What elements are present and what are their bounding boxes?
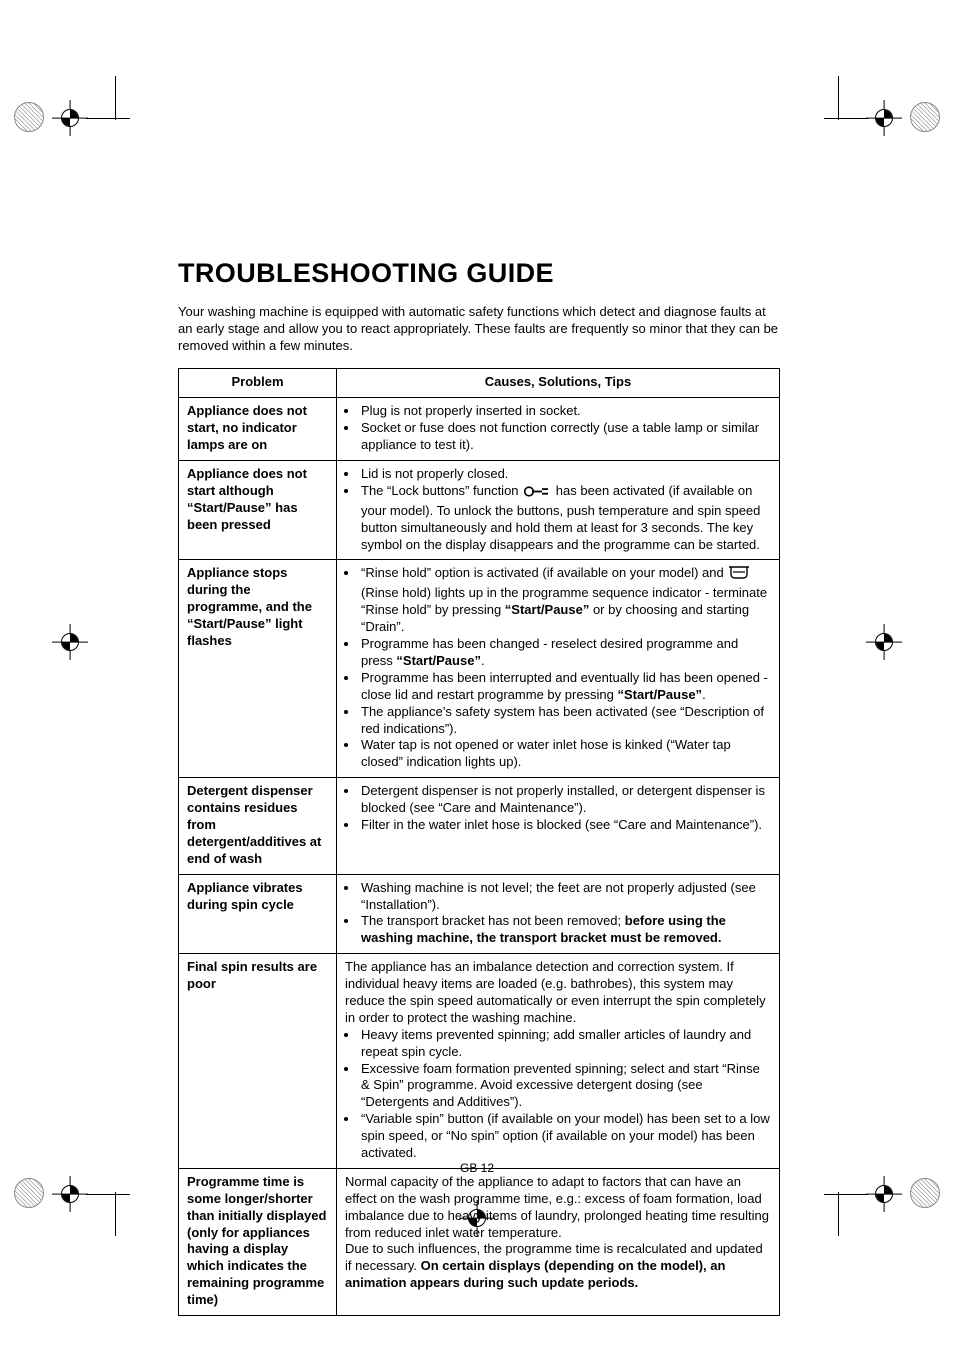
intro-paragraph: Your washing machine is equipped with au…: [178, 303, 780, 354]
rinse-hold-icon: [729, 565, 749, 585]
registration-crosshair: [866, 100, 902, 136]
solution-list: Plug is not properly inserted in socket.…: [345, 403, 771, 454]
solution-list-item: The transport bracket has not been remov…: [359, 913, 771, 947]
registration-disc: [910, 1178, 940, 1208]
table-row: Detergent dispenser contains residues fr…: [179, 778, 780, 874]
crop-line: [115, 76, 116, 120]
table-row: Appliance vibrates during spin cycle Wash…: [179, 874, 780, 954]
problem-cell: Appliance vibrates during spin cycle: [179, 874, 337, 954]
crop-line: [838, 76, 839, 120]
solution-list-item: Programme has been interrupted and event…: [359, 670, 771, 704]
manual-page: TROUBLESHOOTING GUIDE Your washing machi…: [0, 0, 954, 1351]
table-row: Appliance stops during the programme, an…: [179, 560, 780, 778]
registration-disc: [14, 1178, 44, 1208]
solution-lead: Normal capacity of the appliance to adap…: [345, 1174, 771, 1292]
registration-crosshair: [52, 100, 88, 136]
page-number: GB 12: [0, 1161, 954, 1175]
registration-disc: [910, 102, 940, 132]
problem-cell: Detergent dispenser contains residues fr…: [179, 778, 337, 874]
solution-list-item: Lid is not properly closed.: [359, 466, 771, 483]
column-header-problem: Problem: [179, 369, 337, 398]
problem-cell: Appliance stops during the programme, an…: [179, 560, 337, 778]
solution-list-item: The appliance’s safety system has been a…: [359, 704, 771, 738]
registration-disc: [14, 102, 44, 132]
solution-list-item: The “Lock buttons” function has been act…: [359, 483, 771, 554]
solution-list: Detergent dispenser is not properly inst…: [345, 783, 771, 834]
solution-cell: Washing machine is not level; the feet a…: [337, 874, 780, 954]
solution-list: Lid is not properly closed.The “Lock but…: [345, 466, 771, 553]
problem-cell: Programme time is some longer/shorter th…: [179, 1168, 337, 1315]
table-header-row: Problem Causes, Solutions, Tips: [179, 369, 780, 398]
solution-list-item: Filter in the water inlet hose is blocke…: [359, 817, 771, 834]
solution-list-item: Programme has been changed - reselect de…: [359, 636, 771, 670]
solution-list-item: Plug is not properly inserted in socket.: [359, 403, 771, 420]
solution-cell: Plug is not properly inserted in socket.…: [337, 398, 780, 461]
crop-line: [115, 1192, 116, 1236]
solution-lead: The appliance has an imbalance detection…: [345, 959, 771, 1027]
solution-cell: Normal capacity of the appliance to adap…: [337, 1168, 780, 1315]
solution-cell: The appliance has an imbalance detection…: [337, 954, 780, 1169]
crop-line: [86, 118, 130, 119]
table-row: Appliance does not start, no indicator l…: [179, 398, 780, 461]
solution-list-item: Water tap is not opened or water inlet h…: [359, 737, 771, 771]
solution-list: Washing machine is not level; the feet a…: [345, 880, 771, 948]
registration-crosshair: [52, 1176, 88, 1212]
solution-cell: Detergent dispenser is not properly inst…: [337, 778, 780, 874]
solution-list-item: Heavy items prevented spinning; add smal…: [359, 1027, 771, 1061]
problem-cell: Appliance does not start although “Start…: [179, 461, 337, 560]
registration-crosshair: [866, 624, 902, 660]
solution-list-item: Detergent dispenser is not properly inst…: [359, 783, 771, 817]
problem-cell: Appliance does not start, no indicator l…: [179, 398, 337, 461]
solution-list-item: “Rinse hold” option is activated (if ava…: [359, 565, 771, 636]
solution-list-item: Socket or fuse does not function correct…: [359, 420, 771, 454]
column-header-solution: Causes, Solutions, Tips: [337, 369, 780, 398]
table-row: Appliance does not start although “Start…: [179, 461, 780, 560]
solution-list-item: Washing machine is not level; the feet a…: [359, 880, 771, 914]
solution-list: “Rinse hold” option is activated (if ava…: [345, 565, 771, 771]
solution-cell: Lid is not properly closed.The “Lock but…: [337, 461, 780, 560]
solution-list-item: “Variable spin” button (if available on …: [359, 1111, 771, 1162]
problem-cell: Final spin results are poor: [179, 954, 337, 1169]
registration-crosshair: [52, 624, 88, 660]
solution-list: Heavy items prevented spinning; add smal…: [345, 1027, 771, 1162]
crop-line: [838, 1192, 839, 1236]
content-area: TROUBLESHOOTING GUIDE Your washing machi…: [178, 258, 780, 1316]
registration-crosshair: [866, 1176, 902, 1212]
solution-list-item: Excessive foam formation prevented spinn…: [359, 1061, 771, 1112]
page-title: TROUBLESHOOTING GUIDE: [178, 258, 780, 289]
lock-buttons-icon: [524, 485, 550, 503]
table-row: Final spin results are poorThe appliance…: [179, 954, 780, 1169]
crop-line: [824, 1194, 868, 1195]
table-row: Programme time is some longer/shorter th…: [179, 1168, 780, 1315]
crop-line: [824, 118, 868, 119]
crop-line: [86, 1194, 130, 1195]
solution-cell: “Rinse hold” option is activated (if ava…: [337, 560, 780, 778]
